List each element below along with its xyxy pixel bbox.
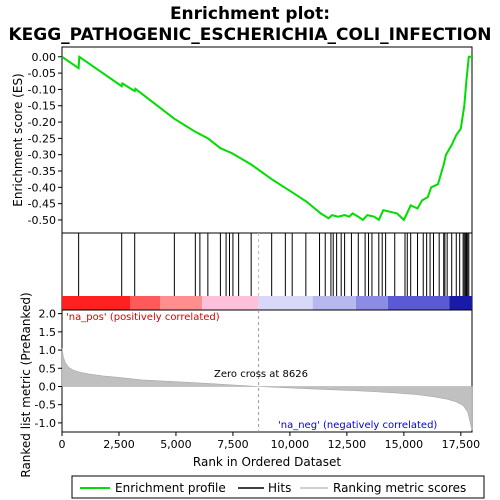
rank-colorbar-segment (355, 296, 388, 310)
x-axis-label: Rank in Ordered Dataset (193, 455, 341, 469)
xtick-label: 17,500 (442, 438, 481, 451)
metric-axis-label: Ranked list metric (PreRanked) (19, 292, 33, 477)
rank-colorbar-segment (202, 296, 259, 310)
es-ytick-label: 0.00 (32, 51, 57, 64)
metric-ytick-label: 1.5 (39, 326, 57, 339)
metric-ytick-label: 0.0 (39, 380, 57, 393)
es-ytick-label: -0.35 (28, 165, 56, 178)
enrichment-score-panel: 0.00 -0.05 -0.10 -0.15 -0.20 -0.25 -0.30 -0.35 -… (28, 46, 473, 234)
metric-ytick-label: 1.0 (39, 344, 57, 357)
metric-ytick-label: -1.0 (35, 417, 56, 430)
negative-correlation-label: 'na_neg' (negatively correlated) (278, 420, 437, 431)
rank-colorbar-segment (387, 296, 450, 310)
es-ytick-label: -0.20 (28, 116, 56, 129)
metric-ytick-label: -0.5 (35, 399, 56, 412)
es-ytick-label: -0.45 (28, 198, 56, 211)
es-axis-label: Enrichment score (ES) (11, 73, 25, 206)
rank-colorbar-segment (130, 296, 160, 310)
xtick-label: 2,500 (103, 438, 135, 451)
es-ytick-label: -0.30 (28, 149, 56, 162)
metric-ytick-label: 0.5 (39, 362, 57, 375)
rank-colorbar-segment (159, 296, 203, 310)
es-ytick-label: -0.40 (28, 181, 56, 194)
legend-label-metric: Ranking metric scores (333, 481, 466, 495)
legend-label-enrichment: Enrichment profile (115, 481, 226, 495)
legend-box (71, 475, 485, 499)
positive-correlation-label: 'na_pos' (positively correlated) (66, 312, 220, 323)
es-ytick-label: -0.10 (28, 83, 56, 96)
es-ytick-label: -0.25 (28, 132, 56, 145)
legend: Enrichment profile Hits Ranking metric s… (71, 475, 485, 499)
es-ytick-label: -0.05 (28, 67, 56, 80)
zero-cross-label: Zero cross at 8626 (214, 369, 308, 380)
xtick-label: 0 (59, 438, 66, 451)
rank-colorbar-segment (258, 296, 313, 310)
xtick-label: 15,000 (385, 438, 424, 451)
ranking-metric-area (61, 348, 473, 431)
chart-title-line2: KEGG_PATHOGENIC_ESCHERICHIA_COLI_INFECTI… (8, 25, 491, 45)
ranked-metric-panel: 2.0 1.5 1.0 0.5 0.0 -0.5 -1.0 0 2,500 5,000 7,500… (35, 233, 481, 451)
rank-colorbar-segment (62, 296, 131, 310)
hits-panel (61, 232, 473, 311)
es-ytick-label: -0.15 (28, 100, 56, 113)
xtick-label: 12,500 (328, 438, 367, 451)
rank-colorbar-segment (449, 296, 472, 310)
legend-label-hits: Hits (268, 481, 291, 495)
chart-title-line1: Enrichment plot: (170, 4, 330, 24)
xtick-label: 5,000 (160, 438, 192, 451)
xtick-label: 7,500 (217, 438, 249, 451)
es-ytick-label: -0.50 (28, 214, 56, 227)
enrichment-profile-line (61, 54, 472, 222)
xtick-label: 10,000 (271, 438, 310, 451)
rank-colorbar-segment (312, 296, 356, 310)
metric-ytick-label: 2.0 (39, 308, 57, 321)
